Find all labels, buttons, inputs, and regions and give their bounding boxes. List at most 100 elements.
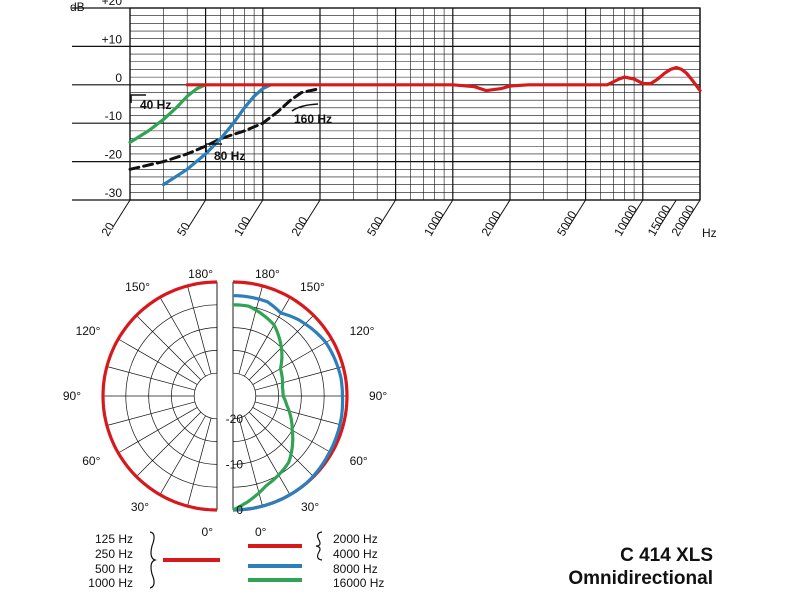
legend-right-brace <box>315 531 323 561</box>
polar-spoke <box>118 407 198 454</box>
polar-spoke <box>252 338 332 385</box>
polar-curves <box>101 280 349 512</box>
product-model: C 414 XLS <box>620 545 713 566</box>
annotation-80hz-label: 80 Hz <box>214 149 245 163</box>
x-tick-mark <box>682 199 701 228</box>
response-curve-0 <box>185 65 702 93</box>
y-tick-label: -20 <box>105 148 123 162</box>
response-curve-2 <box>128 83 208 144</box>
legend-left-brace <box>149 531 157 589</box>
polar-labels: 180° 150° 120° 90° 60° 30° 0° 180° 150° 120° 90° 60… <box>63 267 388 539</box>
y-tick-label: -30 <box>105 186 123 200</box>
polar-spoke <box>159 415 206 495</box>
x-tick-mark <box>112 199 131 228</box>
polar-diagram: 180° 150° 120° 90° 60° 30° 0° 180° 150° 120° 90° 60… <box>63 267 388 539</box>
polar-spoke <box>254 366 344 391</box>
polar-angle-label-right: 180° <box>255 267 280 281</box>
legend: 125 Hz 250 Hz 500 Hz 1000 Hz 2000 Hz 400… <box>88 531 384 590</box>
polar-angle-label-left: 30° <box>131 500 149 514</box>
frequency-response-chart: dB +20 +10 0 -10 -20 -30 Hz 20 50 100 200 500 1000… <box>70 0 717 240</box>
legend-label-2000hz: 2000 Hz <box>333 532 378 546</box>
legend-label-1000hz: 1000 Hz <box>88 576 133 590</box>
frequency-curves <box>128 65 702 187</box>
response-curve-1 <box>161 83 273 187</box>
y-axis-labels: dB +20 +10 0 -10 -20 -30 <box>70 0 122 200</box>
y-unit-label: dB <box>70 0 85 14</box>
polar-spoke <box>159 297 206 377</box>
polar-spoke <box>136 315 202 381</box>
plot-frame <box>129 7 701 201</box>
annotation-40hz: 40 Hz <box>130 94 171 112</box>
product-pattern: Omnidirectional <box>568 568 713 589</box>
x-tick-label: 200 <box>288 214 310 239</box>
y-tick-label: 0 <box>115 71 122 85</box>
x-tick-label: 20 <box>98 220 117 239</box>
annotation-160hz: 160 Hz <box>291 103 332 126</box>
polar-angle-label-right: 150° <box>300 280 325 294</box>
polar-spoke <box>248 411 314 477</box>
polar-ring <box>232 372 257 420</box>
x-tick-mark <box>302 199 321 228</box>
polar-spoke <box>187 417 212 507</box>
polar-radial-label: 0 <box>236 503 243 517</box>
polar-angle-label-left: 60° <box>82 454 100 468</box>
y-tick-label: -10 <box>105 109 123 123</box>
polar-angle-label-right: 120° <box>350 324 375 338</box>
polar-spoke <box>136 411 202 477</box>
x-tick-mark <box>435 199 454 228</box>
annotation-80hz: 80 Hz <box>205 143 245 163</box>
x-tick-label: 50 <box>174 220 193 239</box>
x-tick-mark <box>568 199 587 228</box>
x-tick-label: 1000 <box>421 208 447 238</box>
y-tick-label: +10 <box>102 32 123 46</box>
legend-label-125hz: 125 Hz <box>95 532 133 546</box>
polar-spoke <box>187 285 212 375</box>
legend-label-8000hz: 8000 Hz <box>333 562 378 576</box>
polar-radial-label: -10 <box>226 457 244 471</box>
legend-label-4000hz: 4000 Hz <box>333 547 378 561</box>
polar-angle-label-left: 120° <box>76 324 101 338</box>
x-axis-labels: Hz 20 50 100 200 500 1000 2000 5000 10000 1500020… <box>98 202 716 240</box>
x-tick-label: 500 <box>364 214 386 239</box>
polar-spoke <box>254 401 344 426</box>
x-tick-mark <box>378 199 397 228</box>
polar-curve-0 <box>101 280 218 512</box>
polar-curve-3 <box>232 303 295 512</box>
x-tick-label: 5000 <box>554 208 580 238</box>
x-unit-label: Hz <box>702 226 717 240</box>
polar-angle-label-left: 150° <box>125 280 150 294</box>
x-tick-mark <box>492 199 511 228</box>
y-tick-label: +20 <box>102 0 123 8</box>
response-curve-3 <box>128 87 322 171</box>
x-tick-label: 2000 <box>478 208 504 238</box>
polar-angle-label-right: 60° <box>350 454 368 468</box>
polar-spoke <box>106 401 196 426</box>
x-tick-mark <box>658 199 677 228</box>
polar-angle-label-left: 180° <box>188 267 213 281</box>
polar-angle-label-right: 0° <box>255 525 267 539</box>
polar-angle-label-right: 90° <box>369 389 387 403</box>
frequency-grid <box>72 7 701 228</box>
polar-angle-label-right: 30° <box>301 500 319 514</box>
polar-angle-label-left: 0° <box>202 525 214 539</box>
polar-ring <box>193 372 218 420</box>
legend-label-500hz: 500 Hz <box>95 562 133 576</box>
x-tick-mark <box>245 199 264 228</box>
polar-spoke <box>244 415 291 495</box>
polar-spoke <box>106 366 196 391</box>
annotation-160hz-label: 160 Hz <box>294 112 332 126</box>
x-tick-label: 10000 <box>611 202 640 238</box>
polar-radial-label: -20 <box>226 412 244 426</box>
x-tick-mark <box>188 199 207 228</box>
polar-grid <box>102 281 348 511</box>
x-tick-label: 100 <box>231 214 253 239</box>
polar-spoke <box>118 338 198 385</box>
polar-angle-label-left: 90° <box>63 389 81 403</box>
polar-spoke <box>244 297 291 377</box>
x-tick-mark <box>625 199 644 228</box>
legend-label-250hz: 250 Hz <box>95 547 133 561</box>
legend-label-16000hz: 16000 Hz <box>333 576 384 590</box>
polar-curve-2 <box>232 294 345 512</box>
